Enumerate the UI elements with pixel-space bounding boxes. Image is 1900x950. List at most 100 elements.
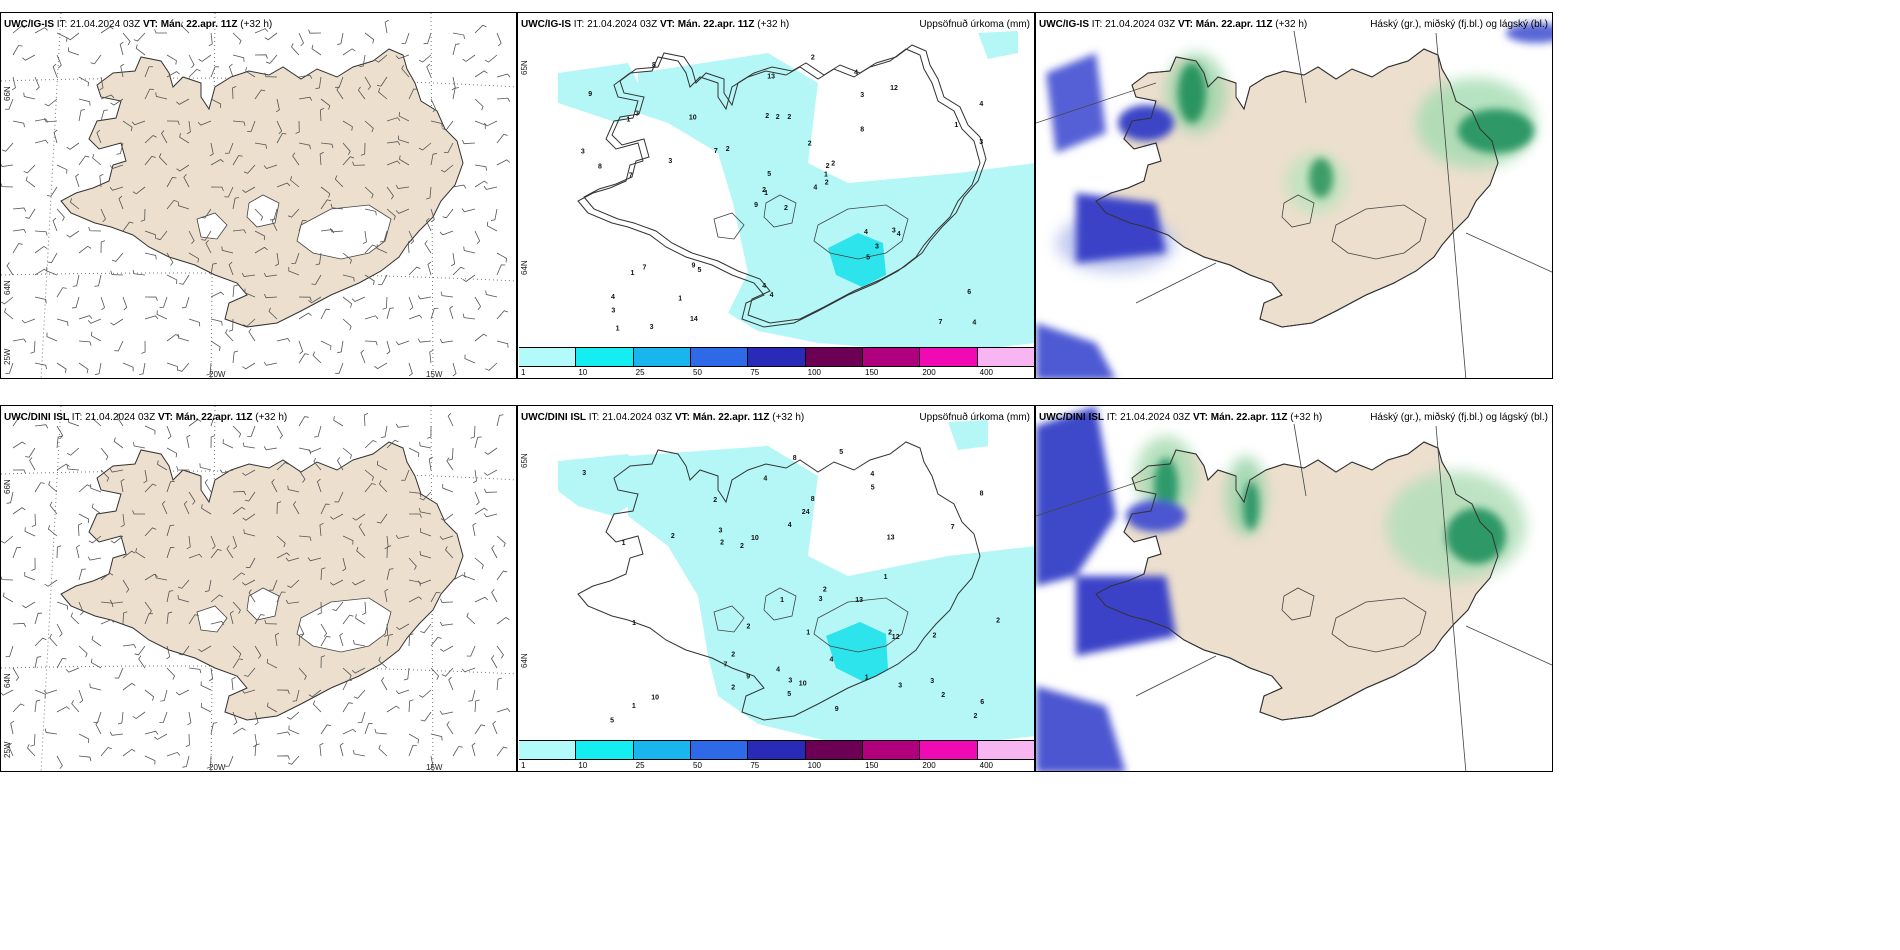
wind-barb bbox=[180, 21, 190, 34]
wind-barb bbox=[90, 331, 102, 342]
wind-barb bbox=[122, 221, 134, 232]
wind-barb bbox=[95, 720, 102, 735]
wind-barb bbox=[275, 98, 280, 113]
wind-barb bbox=[292, 152, 300, 166]
wind-barb bbox=[474, 70, 488, 78]
wind-barb bbox=[311, 44, 322, 56]
wind-barb bbox=[78, 645, 88, 658]
precip-value-label: 1 bbox=[865, 675, 869, 682]
wind-barb bbox=[330, 203, 344, 210]
wind-barb bbox=[68, 418, 80, 427]
wind-barb bbox=[242, 442, 256, 449]
wind-barb bbox=[144, 730, 159, 735]
precip-value-label: 9 bbox=[588, 91, 592, 98]
wind-barb bbox=[1, 535, 14, 544]
wind-barb bbox=[430, 667, 440, 680]
colorbar-swatch bbox=[576, 348, 634, 366]
precip-value-label: 7 bbox=[714, 148, 718, 155]
wind-barb bbox=[353, 689, 366, 699]
wind-barb bbox=[376, 513, 388, 524]
wind-barb bbox=[166, 425, 172, 440]
wind-barb bbox=[379, 230, 388, 243]
wind-barb bbox=[232, 506, 246, 515]
wind-barb bbox=[496, 535, 506, 548]
precip-value-label: 2 bbox=[671, 533, 675, 540]
panel-header: UWC/DINI ISL IT: 21.04.2024 03Z VT: Mán.… bbox=[521, 412, 805, 423]
colorbar-tick-label: 25 bbox=[635, 761, 645, 770]
wind-barb bbox=[1, 142, 14, 152]
wind-barb bbox=[88, 535, 102, 544]
wind-barb bbox=[364, 439, 377, 449]
wind-barb bbox=[483, 513, 498, 518]
wind-barb bbox=[319, 742, 324, 757]
lat-label: 65N bbox=[520, 453, 529, 468]
wind-barb bbox=[197, 120, 212, 126]
wind-barb bbox=[232, 350, 239, 364]
wind-barb bbox=[264, 72, 278, 78]
wind-barb bbox=[242, 362, 256, 370]
wind-barb bbox=[1, 575, 14, 581]
wind-barb bbox=[78, 362, 89, 374]
wind-barb bbox=[474, 436, 482, 449]
wind-barb bbox=[100, 94, 115, 100]
wind-barb bbox=[451, 76, 456, 91]
wind-barb bbox=[166, 177, 177, 188]
wind-barb bbox=[224, 755, 234, 767]
precip-value-label: 2 bbox=[765, 113, 769, 120]
wind-barb bbox=[144, 601, 152, 615]
wind-barb bbox=[276, 425, 283, 439]
precip-value-label: 4 bbox=[788, 522, 792, 529]
wind-barb bbox=[52, 63, 58, 78]
precip-value-label: 1 bbox=[632, 620, 636, 627]
wind-barb bbox=[109, 164, 124, 169]
wind-barb bbox=[464, 354, 476, 364]
wind-barb bbox=[221, 246, 234, 254]
wind-barb bbox=[34, 482, 45, 493]
wind-barb bbox=[12, 338, 27, 343]
wind-barb bbox=[427, 261, 432, 276]
wind-barb bbox=[49, 634, 58, 647]
wind-barb bbox=[100, 747, 112, 757]
wind-barb bbox=[231, 676, 236, 691]
wind-barb bbox=[496, 414, 504, 427]
wind-barb bbox=[254, 54, 268, 59]
wind-barb bbox=[395, 534, 410, 539]
wind-barb bbox=[66, 142, 80, 150]
wind-barb bbox=[91, 635, 102, 647]
precip-colorbar bbox=[519, 347, 1034, 367]
colorbar-swatch bbox=[862, 741, 921, 759]
wind-barb bbox=[229, 610, 234, 625]
wind-barb bbox=[232, 658, 243, 669]
wind-barb bbox=[364, 274, 375, 285]
wind-barb bbox=[1, 296, 14, 305]
wind-barb bbox=[209, 142, 214, 157]
wind-barb bbox=[144, 135, 157, 144]
wind-barb bbox=[210, 291, 225, 298]
wind-barb bbox=[386, 208, 396, 221]
precip-value-label: 7 bbox=[939, 319, 943, 326]
wind-barb bbox=[109, 186, 124, 191]
wind-barb bbox=[312, 351, 322, 364]
wind-barb bbox=[113, 437, 124, 449]
wind-barb bbox=[78, 733, 90, 743]
wind-barb bbox=[336, 32, 344, 45]
precip-value-label: 3 bbox=[650, 324, 654, 331]
wind-barb bbox=[408, 230, 415, 245]
precip-value-label: 8 bbox=[793, 455, 797, 462]
precip-value-label: 13 bbox=[855, 597, 863, 604]
wind-barb bbox=[34, 362, 47, 370]
wind-barb-map bbox=[1, 13, 516, 378]
wind-barb bbox=[448, 676, 454, 691]
precip-map-panel-bottom: 1 2 2 1 4 5 3 4 3 7 2 2 9 8 1 3 2 1 1 8 3 10 5 13 12 5 10 24 7 4 2 2 8 5 3… bbox=[517, 405, 1035, 772]
wind-barb bbox=[298, 32, 304, 47]
wind-barb bbox=[12, 416, 24, 427]
wind-barb bbox=[461, 667, 476, 673]
wind-barb bbox=[401, 469, 410, 481]
wind-barb bbox=[439, 710, 454, 715]
wind-barb bbox=[342, 120, 353, 131]
wind-barb bbox=[110, 98, 124, 106]
precip-value-label: 1 bbox=[622, 540, 626, 547]
wind-barb bbox=[320, 199, 332, 210]
wind-barb bbox=[462, 274, 476, 282]
wind-barb bbox=[44, 98, 58, 107]
